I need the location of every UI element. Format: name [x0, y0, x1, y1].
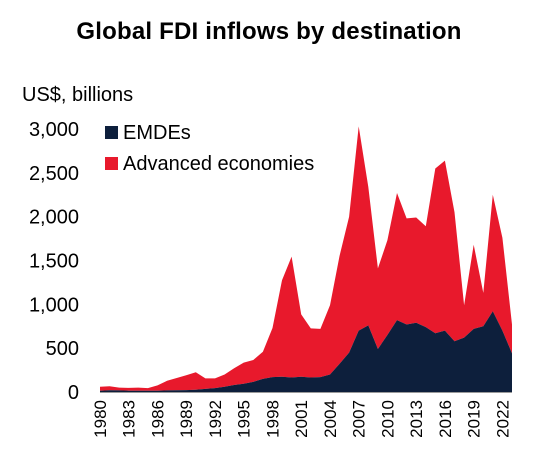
- x-tick-label: 2013: [407, 400, 426, 438]
- y-tick-label: 1,000: [29, 294, 79, 316]
- y-tick-label: 1,500: [29, 251, 79, 273]
- legend-swatch: [105, 126, 118, 139]
- y-tick-label: 2,000: [29, 207, 79, 229]
- x-tick-label: 2001: [292, 400, 311, 438]
- x-tick-label: 1995: [235, 400, 254, 438]
- y-tick-label: 500: [46, 338, 79, 360]
- y-tick-label: 0: [68, 382, 79, 404]
- y-tick-label: 2,500: [29, 163, 79, 185]
- y-tick-labels: 0 500 1,000 1,500 2,000 2,500 3,000: [29, 119, 79, 404]
- y-tick-label: 3,000: [29, 119, 79, 141]
- x-tick-label: 2019: [465, 400, 484, 438]
- x-tick-label: 1986: [148, 400, 167, 438]
- area-series-group: [100, 126, 512, 392]
- x-tick-label: 1998: [263, 400, 282, 438]
- x-tick-label: 1989: [177, 400, 196, 438]
- x-tick-label: 2022: [493, 400, 512, 438]
- legend: EMDEs Advanced economies: [105, 122, 314, 175]
- area-advanced-economies: [100, 126, 512, 391]
- x-tick-label: 1983: [120, 400, 139, 438]
- x-tick-label: 2007: [350, 400, 369, 438]
- x-tick-label: 2016: [436, 400, 455, 438]
- area-emdes: [100, 311, 512, 392]
- legend-swatch: [105, 157, 118, 170]
- y-axis-unit-label: US$, billions: [22, 84, 134, 106]
- x-tick-label: 1980: [91, 400, 110, 438]
- legend-label: EMDEs: [123, 122, 191, 144]
- legend-label: Advanced economies: [123, 153, 314, 175]
- chart-title: Global FDI inflows by destination: [76, 18, 462, 45]
- x-tick-labels: 1980 1983 1986 1989 1992 1995 1998 2001 2004 2007…: [91, 400, 512, 438]
- x-tick-label: 2004: [321, 400, 340, 438]
- x-tick-label: 1992: [206, 400, 225, 438]
- x-tick-label: 2010: [378, 400, 397, 438]
